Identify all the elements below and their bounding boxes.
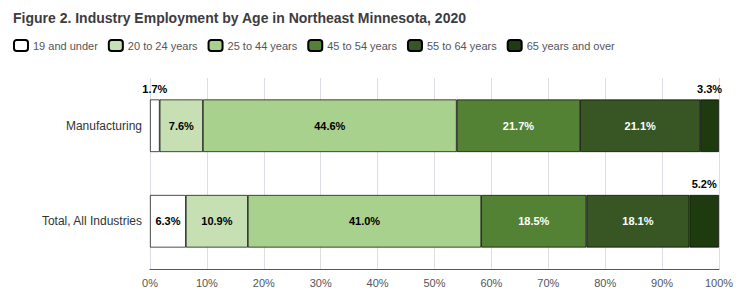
svg-text:90%: 90% (651, 277, 673, 289)
svg-text:6.3%: 6.3% (155, 215, 180, 227)
svg-text:18.1%: 18.1% (622, 215, 653, 227)
svg-text:100%: 100% (705, 277, 733, 289)
svg-text:5.2%: 5.2% (692, 178, 717, 190)
svg-text:50%: 50% (423, 277, 445, 289)
svg-text:41.0%: 41.0% (349, 215, 380, 227)
svg-text:Total, All Industries: Total, All Industries (42, 214, 142, 228)
svg-text:55 to 64 years: 55 to 64 years (427, 40, 497, 52)
svg-text:21.1%: 21.1% (625, 120, 656, 132)
svg-text:1.7%: 1.7% (142, 83, 167, 95)
svg-text:20 to 24 years: 20 to 24 years (128, 40, 198, 52)
svg-text:21.7%: 21.7% (503, 120, 534, 132)
svg-text:45 to 54 years: 45 to 54 years (327, 40, 397, 52)
svg-text:25 to 44 years: 25 to 44 years (228, 40, 298, 52)
svg-text:70%: 70% (537, 277, 559, 289)
svg-text:60%: 60% (480, 277, 502, 289)
svg-text:Figure 2. Industry Employment: Figure 2. Industry Employment by Age in … (13, 10, 466, 26)
svg-text:44.6%: 44.6% (314, 120, 345, 132)
svg-text:18.5%: 18.5% (518, 215, 549, 227)
svg-text:Manufacturing: Manufacturing (66, 119, 142, 133)
svg-text:40%: 40% (367, 277, 389, 289)
svg-text:19 and under: 19 and under (33, 40, 98, 52)
svg-text:10.9%: 10.9% (201, 215, 232, 227)
svg-text:10%: 10% (196, 277, 218, 289)
svg-text:30%: 30% (310, 277, 332, 289)
svg-text:65 years and over: 65 years and over (527, 40, 615, 52)
svg-text:0%: 0% (142, 277, 158, 289)
svg-text:3.3%: 3.3% (697, 83, 722, 95)
svg-text:20%: 20% (253, 277, 275, 289)
svg-text:80%: 80% (594, 277, 616, 289)
svg-text:7.6%: 7.6% (169, 120, 194, 132)
